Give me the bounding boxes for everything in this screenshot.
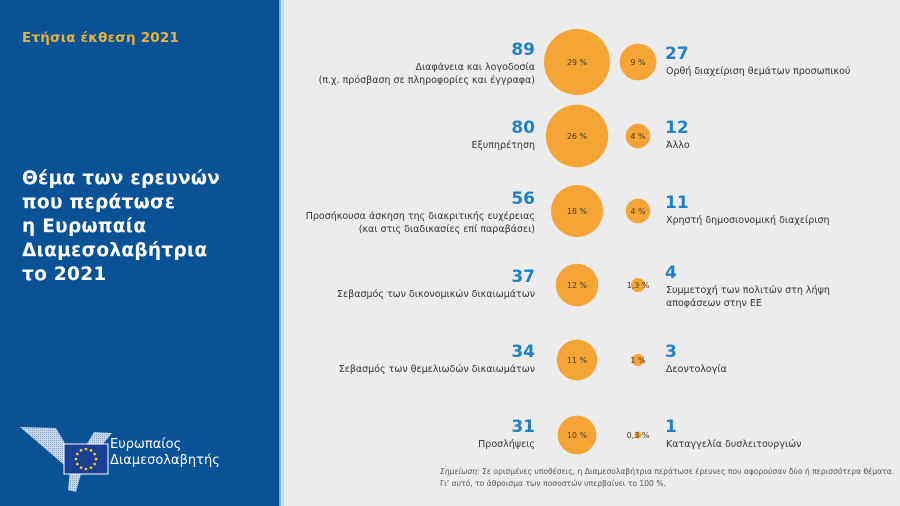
left-item-label: (π.χ. πρόσβαση σε πληροφορίες και έγγραφ… (318, 75, 535, 86)
right-bubble-4 (631, 353, 645, 367)
footnote-line1: : Σε ορισμένες υποθέσεις, η Διαμεσολαβήτ… (477, 467, 895, 476)
left-item-label: Διαφάνεια και λογοδοσία (415, 62, 535, 73)
left-bubble-percent-label: 12 % (567, 281, 588, 290)
eu-star-icon (89, 466, 93, 469)
right-bubble-1 (625, 123, 651, 149)
sidebar-panel: Ετήσια έκθεση 2021 Θέμα των ερευνών που … (0, 0, 279, 506)
left-bubble-percent-label: 26 % (567, 132, 588, 141)
left-item-count: 89 (511, 40, 535, 60)
eu-star-icon (93, 462, 96, 466)
logo-text: Ευρωπαίος Διαμεσολαβητής (110, 437, 220, 469)
ombudsman-logo (20, 427, 112, 492)
left-item-label: Προσλήψεις (478, 439, 535, 450)
right-item-count: 11 (665, 193, 689, 213)
title-line: Διαμεσολαβήτρια (22, 240, 208, 261)
right-bubble-2 (625, 198, 651, 224)
report-year-label: Ετήσια έκθεση 2021 (22, 30, 180, 46)
right-item-label: Άλλο (666, 140, 690, 151)
right-bubble-percent-label: 4 % (630, 207, 646, 216)
right-item-label: αποφάσεων στην ΕΕ (666, 298, 762, 309)
right-bubble-percent-label: 9 % (630, 58, 646, 67)
footnote-prefix: Σημείωση (440, 467, 478, 476)
right-item-label: Χρηστή δημοσιονομική διαχείριση (666, 215, 830, 226)
right-item-label: Ορθή διαχείριση θεμάτων προσωπικού (666, 66, 851, 77)
right-item-count: 1 (665, 417, 677, 437)
eu-star-icon (84, 467, 88, 471)
left-bubble-percent-label: 10 % (567, 431, 588, 440)
eu-star-icon (84, 447, 88, 451)
footnote: Σημείωση: Σε ορισμένες υποθέσεις, η Διαμ… (440, 466, 894, 490)
right-bubble-percent-label: 1,3 % (627, 281, 650, 290)
left-bubble-percent-label: 29 % (567, 58, 588, 67)
left-item-label: Εξυπηρέτηση (471, 140, 536, 151)
eu-star-icon (79, 449, 83, 452)
right-item-count: 27 (665, 44, 689, 64)
right-bubble-percent-label: 1 % (630, 356, 646, 365)
left-bubble-3 (555, 263, 599, 307)
right-bubble-percent-label: 4 % (630, 132, 646, 141)
right-bubble-5 (634, 431, 642, 439)
right-item-label: Δεοντολογία (666, 364, 727, 375)
left-item-label: (και στις διαδικασίες επί παραβάσει) (358, 224, 535, 235)
left-item-label: Προσήκουσα άσκηση της διακριτικής ευχέρε… (305, 211, 535, 222)
right-bubble-0 (619, 43, 657, 81)
eu-star-icon (74, 457, 78, 461)
eu-star-icon (94, 457, 98, 461)
eu-star-icon (76, 462, 79, 466)
logo-text-line: Ευρωπαίος (110, 437, 182, 452)
left-bubble-percent-label: 18 % (567, 207, 588, 216)
left-bubble-0 (544, 29, 610, 95)
divider-stripe (279, 0, 287, 506)
left-item-count: 56 (511, 189, 535, 209)
eu-star-icon (93, 452, 96, 456)
title-line: το 2021 (22, 264, 107, 285)
title-line: Θέμα των ερευνών (22, 168, 221, 189)
left-bubble-1 (545, 104, 609, 168)
title-line: που περάτωσε (22, 192, 176, 213)
eu-flag-icon (63, 443, 109, 475)
right-item-count: 3 (665, 342, 677, 362)
left-bubble-percent-label: 11 % (567, 356, 588, 365)
right-item-count: 4 (665, 263, 677, 283)
page-title: Θέμα των ερευνών που περάτωσε η Ευρωπαία… (22, 167, 272, 287)
footnote-line2: Γι’ αυτό, το άθροισμα των ποσοστών υπερβ… (440, 479, 666, 488)
eu-star-icon (89, 449, 93, 452)
left-item-label: Σεβασμός των δικονομικών δικαιωμάτων (337, 289, 535, 300)
left-item-count: 34 (511, 342, 535, 362)
left-bubble-2 (551, 185, 603, 237)
left-item-count: 80 (511, 118, 535, 138)
right-item-label: Καταγγελία δυσλειτουργιών (666, 439, 802, 450)
right-item-count: 12 (665, 118, 689, 138)
eu-star-icon (76, 452, 79, 456)
right-bubble-percent-label: 0,3 % (627, 431, 650, 440)
left-bubble-5 (557, 415, 597, 455)
right-item-label: Συμμετοχή των πολιτών στη λήψη (666, 285, 830, 296)
eu-star-icon (79, 466, 83, 469)
logo-text-line: Διαμεσολαβητής (110, 453, 220, 468)
left-item-count: 37 (511, 267, 535, 287)
left-bubble-4 (556, 339, 598, 381)
left-item-label: Σεβασμός των θεμελιωδών δικαιωμάτων (338, 364, 535, 375)
left-item-count: 31 (511, 417, 535, 437)
right-bubble-3 (631, 278, 645, 292)
title-line: η Ευρωπαία (22, 216, 147, 237)
